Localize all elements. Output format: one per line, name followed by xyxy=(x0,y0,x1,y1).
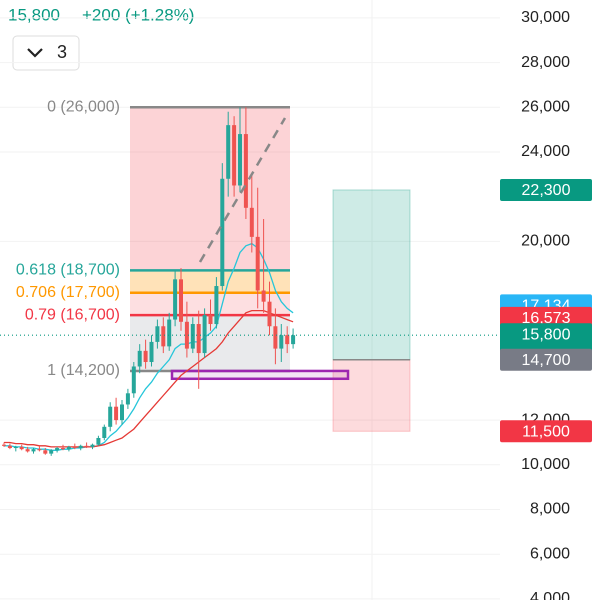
target-zone xyxy=(332,189,411,361)
candle-body xyxy=(2,444,6,446)
candle-body xyxy=(249,207,254,237)
candle-body xyxy=(285,335,290,345)
price: 15,800 xyxy=(8,5,60,24)
fib-label: 0.706 (17,700) xyxy=(16,284,120,301)
fib-label: 0.79 (16,700) xyxy=(25,306,120,323)
dropdown-box[interactable] xyxy=(12,35,80,71)
fib-label: 0.618 (18,700) xyxy=(16,262,120,279)
y-tick-label: 20,000 xyxy=(521,233,570,250)
price-tag-label: 15,800 xyxy=(522,326,571,343)
candle-body xyxy=(66,446,71,450)
candle-body xyxy=(255,236,260,291)
chevron xyxy=(27,48,43,58)
candle-body xyxy=(25,449,30,452)
candle-body xyxy=(243,134,248,208)
zone-box xyxy=(170,369,350,381)
candle-body xyxy=(190,324,195,349)
candle-body xyxy=(261,290,266,302)
candle-body xyxy=(7,445,12,449)
candle-body xyxy=(220,178,225,287)
candle-body xyxy=(37,449,42,451)
candle-body xyxy=(102,426,107,438)
price-tag-label: 14,700 xyxy=(522,352,571,369)
candle-body xyxy=(273,326,278,349)
price-tag-label: 16,573 xyxy=(522,310,571,327)
price-tag xyxy=(500,348,592,371)
y-tick-label: 4,000 xyxy=(530,590,570,600)
candle-body xyxy=(61,448,65,450)
fib-zone xyxy=(130,270,290,293)
candle-body xyxy=(214,286,219,325)
candle-body xyxy=(196,324,201,354)
price-tag xyxy=(500,420,592,443)
y-tick-label: 24,000 xyxy=(521,143,570,160)
price-tag xyxy=(500,178,592,201)
candle-body xyxy=(279,335,284,349)
candle-body xyxy=(96,437,101,445)
fib-label: 1 (14,200) xyxy=(47,362,120,379)
candle-body xyxy=(49,450,54,454)
change: +200 (+1.28%) xyxy=(82,5,194,24)
candle-body xyxy=(131,366,136,394)
trend-drawing xyxy=(198,117,287,263)
candle-body xyxy=(72,446,77,449)
y-tick-label: 6,000 xyxy=(530,545,570,562)
candle-body xyxy=(108,406,113,427)
plot: 0 (26,000) 0.618 (18,700) 0.706 (17,700) 0.… xyxy=(0,0,500,600)
candle-body xyxy=(173,279,178,320)
candle-body xyxy=(31,449,36,452)
candle-body xyxy=(43,450,48,454)
candle-body xyxy=(179,279,183,322)
candle-body xyxy=(120,404,124,421)
candle-body xyxy=(13,446,18,449)
y-tick-label: 8,000 xyxy=(530,501,570,518)
candle-body xyxy=(232,125,237,186)
candle-body xyxy=(19,446,24,450)
y-tick-label: 30,000 xyxy=(521,9,570,26)
candle-body xyxy=(143,350,148,363)
candle-body xyxy=(167,319,172,347)
candle-body xyxy=(161,326,166,347)
price-tag-label: 11,500 xyxy=(522,424,570,441)
candle-body xyxy=(238,134,242,186)
candle-body xyxy=(155,326,160,342)
candle-body xyxy=(202,315,207,354)
candle-body xyxy=(84,445,89,447)
moving-average xyxy=(4,309,294,448)
candle-body xyxy=(291,335,296,345)
y-tick-label: 10,000 xyxy=(521,456,570,473)
fib-label: 0 (26,000) xyxy=(47,98,120,115)
candle-body xyxy=(55,448,60,451)
candle-body xyxy=(184,321,189,349)
candle-body xyxy=(125,393,130,405)
candle-body xyxy=(208,315,213,325)
candle-body xyxy=(267,301,272,327)
price-tag-label: 22,300 xyxy=(522,182,571,199)
candle-body xyxy=(137,350,142,367)
candle-body xyxy=(226,125,231,179)
candle-body xyxy=(90,444,95,447)
candle-body xyxy=(78,445,83,449)
candle-body xyxy=(149,341,154,363)
interval: 3 xyxy=(57,42,67,62)
y-tick-label: 28,000 xyxy=(521,54,570,71)
candle-body xyxy=(114,406,119,421)
y-tick-label: 26,000 xyxy=(521,98,570,115)
interval-dropdown[interactable]: 3 xyxy=(12,35,80,71)
